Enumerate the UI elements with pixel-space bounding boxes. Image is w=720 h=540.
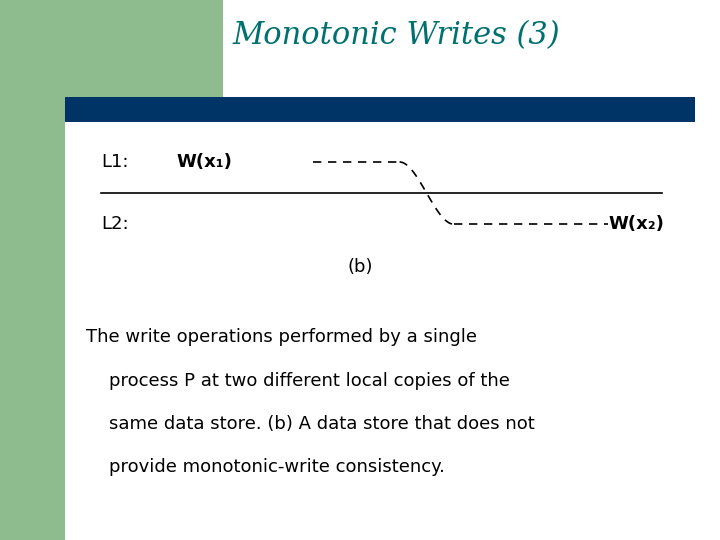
- Text: The write operations performed by a single: The write operations performed by a sing…: [86, 328, 477, 347]
- Text: provide monotonic-write consistency.: provide monotonic-write consistency.: [86, 458, 445, 476]
- Text: process P at two different local copies of the: process P at two different local copies …: [86, 372, 510, 390]
- Text: W(x₂): W(x₂): [608, 215, 665, 233]
- Text: W(x₁): W(x₁): [176, 153, 233, 171]
- Text: Monotonic Writes (3): Monotonic Writes (3): [232, 19, 560, 51]
- Text: L2:: L2:: [101, 215, 128, 233]
- Text: L1:: L1:: [101, 153, 128, 171]
- Text: 38: 38: [28, 508, 58, 529]
- Text: (b): (b): [347, 258, 373, 276]
- Text: same data store. (b) A data store that does not: same data store. (b) A data store that d…: [86, 415, 535, 433]
